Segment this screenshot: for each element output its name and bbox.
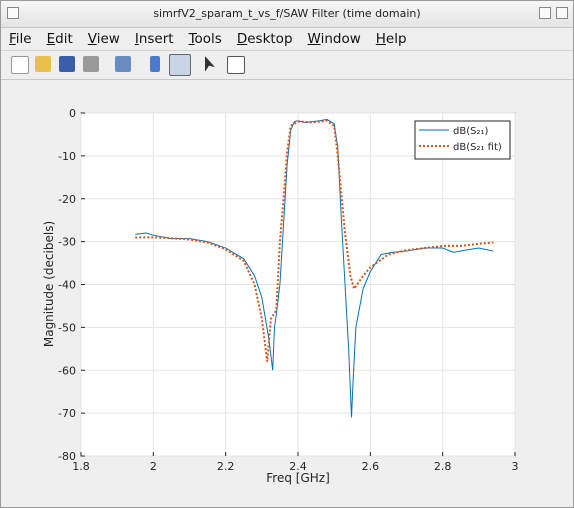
menu-item[interactable]: Tools [188, 31, 222, 47]
legend-box [414, 120, 511, 160]
x-tick-label: 3 [512, 460, 519, 473]
close-button[interactable] [556, 7, 568, 19]
figure: Freq [GHz] Magnitude (decibels) 1.8 2 2.2 2… [42, 107, 519, 485]
title-bar: simrfV2_sparam_t_vs_f/SAW Filter (time d… [1, 1, 573, 28]
menu-item[interactable]: Edit [46, 31, 73, 47]
y-tick-label: -80 [58, 450, 76, 463]
y-tick-label: -50 [58, 321, 76, 334]
x-tick-label: 2 [150, 460, 157, 473]
minimize-button[interactable] [539, 7, 551, 19]
x-tick-label: 2.2 [217, 460, 235, 473]
print-button[interactable] [83, 56, 99, 72]
y-tick-label: -20 [58, 193, 76, 206]
open-button[interactable] [35, 56, 51, 72]
colorbar-button[interactable] [150, 56, 160, 72]
y-tick-label: -10 [58, 150, 76, 163]
x-tick-label: 1.8 [72, 460, 90, 473]
menu-item[interactable]: View [87, 31, 120, 47]
menu-item[interactable]: Insert [134, 31, 174, 47]
legend-button[interactable] [169, 54, 191, 76]
menu-item[interactable]: Window [307, 31, 361, 47]
toolbar [1, 50, 573, 80]
x-axis-label: Freq [GHz] [266, 471, 330, 485]
window-menu-button[interactable] [7, 7, 19, 19]
pointer-button[interactable] [205, 56, 215, 72]
legend-label: dB(S₂₁ fit) [453, 142, 502, 153]
link-button[interactable] [115, 56, 131, 72]
save-button[interactable] [59, 56, 75, 72]
series-line [135, 118, 494, 418]
y-tick-label: 0 [69, 107, 76, 120]
menu-item[interactable]: Desktop [236, 31, 293, 47]
x-tick-label: 2.4 [289, 460, 307, 473]
x-tick-label: 2.6 [362, 460, 380, 473]
y-tick-label: -60 [58, 364, 76, 377]
property-button[interactable] [227, 56, 245, 74]
legend-label: dB(S₂₁) [453, 126, 488, 137]
y-tick-label: -70 [58, 407, 76, 420]
x-tick-label: 2.8 [434, 460, 452, 473]
menu-bar: File Edit View Insert Tools Desktop Window Help [1, 28, 573, 50]
y-axis-label: Magnitude (decibels) [42, 221, 56, 347]
series-line [135, 119, 494, 362]
menu-item[interactable]: Help [375, 31, 407, 47]
y-tick-label: -40 [58, 279, 76, 292]
y-tick-label: -30 [58, 236, 76, 249]
window-title: simrfV2_sparam_t_vs_f/SAW Filter (time d… [153, 7, 421, 20]
menu-item[interactable]: File [9, 31, 32, 47]
new-button[interactable] [11, 56, 29, 74]
